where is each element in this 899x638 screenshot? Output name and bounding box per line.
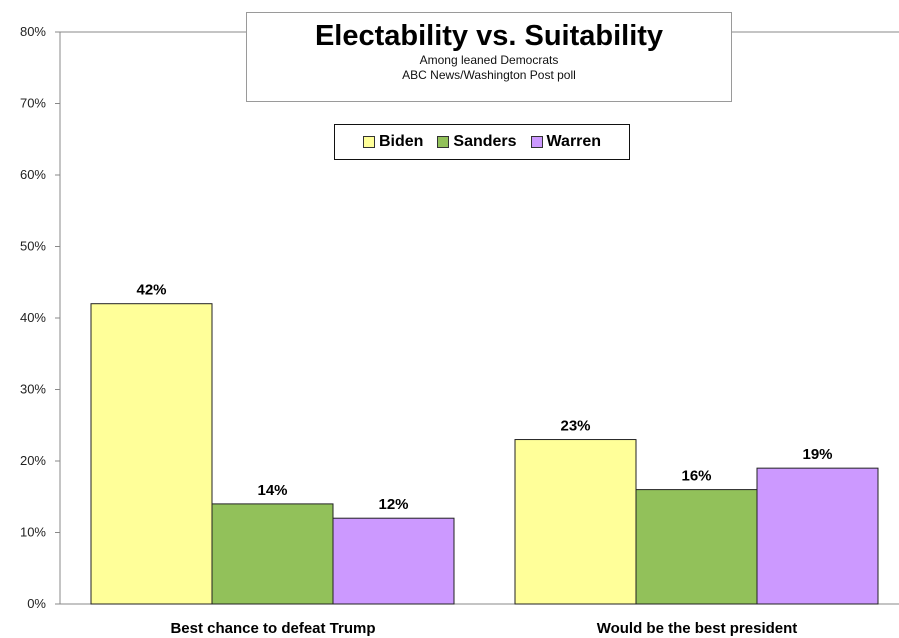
category-label: Would be the best president xyxy=(597,620,798,637)
legend-swatch-sanders xyxy=(437,136,450,148)
data-label: 19% xyxy=(802,446,832,463)
data-label: 14% xyxy=(257,482,287,499)
data-label: 16% xyxy=(681,468,711,485)
y-tick-label: 70% xyxy=(20,96,46,111)
y-tick-label: 60% xyxy=(20,167,46,182)
data-label: 23% xyxy=(560,418,590,435)
title-box: Electability vs. Suitability Among leane… xyxy=(246,12,732,102)
bar-warren xyxy=(756,467,879,605)
bar-biden xyxy=(514,439,637,605)
y-tick-label: 0% xyxy=(27,596,46,611)
legend-label-warren: Warren xyxy=(546,133,602,150)
y-tick-label: 30% xyxy=(20,382,46,397)
legend-item-warren: Warren xyxy=(530,133,602,151)
bars xyxy=(90,303,879,605)
y-tick-label: 20% xyxy=(20,453,46,468)
bar-sanders xyxy=(635,489,758,605)
y-tick-label: 80% xyxy=(20,24,46,39)
legend-swatch-warren xyxy=(530,136,543,148)
labels: Best chance to defeat Trump 42% 14% 12% Woul… xyxy=(136,282,832,637)
data-label: 12% xyxy=(378,496,408,513)
y-tick-label: 10% xyxy=(20,525,46,540)
chart-subtitle-line-1: Among leaned Democrats xyxy=(419,53,559,67)
data-label: 42% xyxy=(136,282,166,299)
category-label: Best chance to defeat Trump xyxy=(170,620,375,637)
bar-warren xyxy=(332,517,455,605)
y-tick-label: 50% xyxy=(20,239,46,254)
bar-sanders xyxy=(211,503,334,605)
chart-subtitle-line-2: ABC News/Washington Post poll xyxy=(402,68,576,82)
bar-biden xyxy=(90,303,213,605)
chart-title: Electability vs. Suitability xyxy=(314,20,664,52)
legend-swatch-biden xyxy=(362,136,375,148)
legend-label-biden: Biden xyxy=(378,133,424,150)
legend-item-biden: Biden xyxy=(362,133,424,151)
legend-item-sanders: Sanders xyxy=(437,133,517,151)
y-tick-label: 40% xyxy=(20,310,46,325)
legend-label-sanders: Sanders xyxy=(453,133,517,150)
legend: Biden Sanders Warren xyxy=(334,124,630,160)
